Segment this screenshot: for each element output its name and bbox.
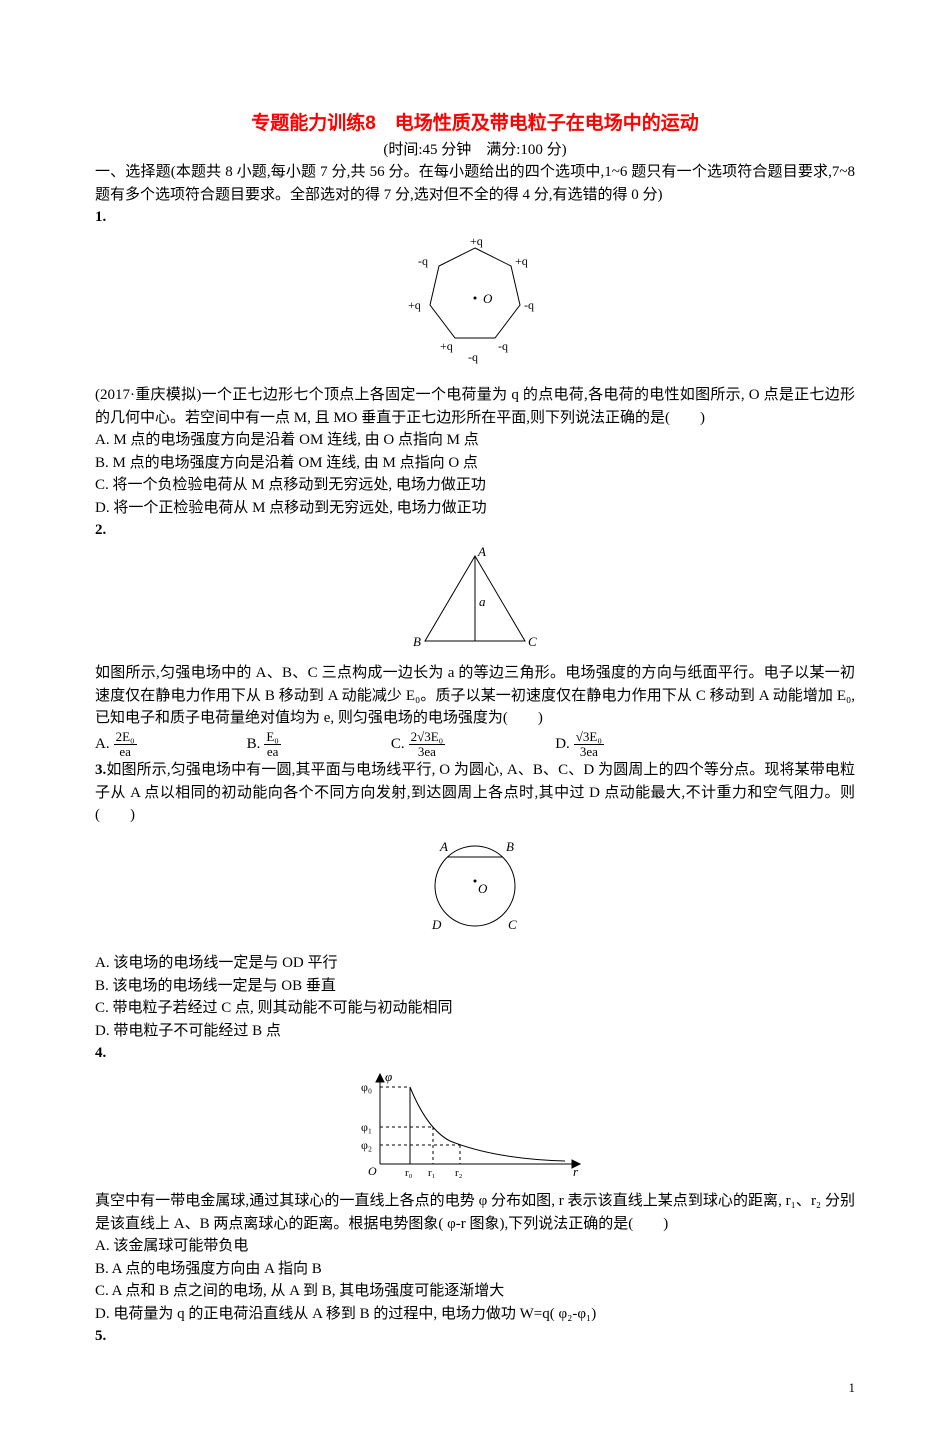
svg-text:C: C bbox=[528, 634, 537, 649]
q3-optB: B. 该电场的电场线一定是与 OB 垂直 bbox=[95, 975, 855, 998]
q4-figure: φ φ₀ φ₁ φ₂ O r₀ r₁ r₂ r bbox=[95, 1069, 855, 1187]
svg-text:+q: +q bbox=[470, 234, 483, 248]
svg-text:+q: +q bbox=[515, 254, 528, 268]
q2-options: A.2E₀ea B.E₀ea C.2√3E₀3ea D.√3E₀3ea bbox=[95, 730, 855, 760]
q2-figure: A B C a bbox=[95, 546, 855, 659]
section-instructions: 一、选择题(本题共 8 小题,每小题 7 分,共 56 分。在每小题给出的四个选… bbox=[95, 161, 855, 206]
svg-text:r₀: r₀ bbox=[405, 1167, 413, 1179]
q4-optA: A. 该金属球可能带负电 bbox=[95, 1235, 855, 1258]
svg-text:D: D bbox=[431, 917, 442, 932]
q1-figure: O +q +q -q -q +q +q -q -q bbox=[95, 233, 855, 381]
svg-text:φ₀: φ₀ bbox=[361, 1080, 372, 1094]
svg-text:φ₂: φ₂ bbox=[361, 1138, 372, 1152]
svg-text:+q: +q bbox=[440, 339, 453, 353]
svg-text:a: a bbox=[479, 594, 486, 609]
page-title: 专题能力训练8 电场性质及带电粒子在电场中的运动 bbox=[95, 110, 855, 139]
q3-optA: A. 该电场的电场线一定是与 OD 平行 bbox=[95, 952, 855, 975]
svg-text:-q: -q bbox=[418, 254, 428, 268]
q1-optA: A. M 点的电场强度方向是沿着 OM 连线, 由 O 点指向 M 点 bbox=[95, 429, 855, 452]
page: 专题能力训练8 电场性质及带电粒子在电场中的运动 (时间:45 分钟 满分:10… bbox=[95, 0, 855, 1437]
svg-text:φ: φ bbox=[385, 1069, 392, 1084]
q1-optD: D. 将一个正检验电荷从 M 点移动到无穷远处, 电场力做正功 bbox=[95, 497, 855, 520]
q1-optC: C. 将一个负检验电荷从 M 点移动到无穷远处, 电场力做正功 bbox=[95, 474, 855, 497]
q3-optD: D. 带电粒子不可能经过 B 点 bbox=[95, 1020, 855, 1043]
svg-text:r₂: r₂ bbox=[455, 1167, 463, 1179]
svg-text:-q: -q bbox=[498, 339, 508, 353]
q3-number: 3. bbox=[95, 762, 106, 778]
svg-text:B: B bbox=[413, 634, 421, 649]
svg-text:φ₁: φ₁ bbox=[361, 1120, 372, 1134]
page-number: 1 bbox=[95, 1378, 855, 1398]
q1-stem: (2017·重庆模拟)一个正七边形七个顶点上各固定一个电荷量为 q 的点电荷,各… bbox=[95, 384, 855, 429]
svg-text:r₁: r₁ bbox=[428, 1167, 436, 1179]
svg-text:C: C bbox=[508, 917, 517, 932]
q2-number: 2. bbox=[95, 522, 106, 538]
svg-text:-q: -q bbox=[524, 298, 534, 312]
svg-text:A: A bbox=[477, 546, 486, 559]
svg-text:-q: -q bbox=[468, 350, 478, 364]
svg-text:O: O bbox=[368, 1164, 377, 1178]
svg-text:B: B bbox=[506, 839, 514, 854]
fig-center-label: O bbox=[483, 291, 493, 306]
q3-figure: O A B C D bbox=[95, 831, 855, 949]
svg-text:+q: +q bbox=[408, 298, 421, 312]
q4-optD: D. 电荷量为 q 的正电荷沿直线从 A 移到 B 的过程中, 电场力做功 W=… bbox=[95, 1303, 855, 1326]
q4-optC: C. A 点和 B 点之间的电场, 从 A 到 B, 其电场强度可能逐渐增大 bbox=[95, 1280, 855, 1303]
q4-optB: B. A 点的电场强度方向由 A 指向 B bbox=[95, 1258, 855, 1281]
q3-optC: C. 带电粒子若经过 C 点, 则其动能不可能与初动能相同 bbox=[95, 997, 855, 1020]
svg-text:r: r bbox=[573, 1164, 579, 1179]
page-subtitle: (时间:45 分钟 满分:100 分) bbox=[95, 139, 855, 162]
q1-optB: B. M 点的电场强度方向是沿着 OM 连线, 由 M 点指向 O 点 bbox=[95, 452, 855, 475]
svg-text:A: A bbox=[439, 839, 448, 854]
svg-text:O: O bbox=[478, 881, 488, 896]
q1-number: 1. bbox=[95, 209, 106, 225]
q4-stem: 真空中有一带电金属球,通过其球心的一直线上各点的电势 φ 分布如图, r 表示该… bbox=[95, 1190, 855, 1235]
q4-number: 4. bbox=[95, 1045, 106, 1061]
q3-stem: 如图所示,匀强电场中有一圆,其平面与电场线平行, O 为圆心, A、B、C、D … bbox=[95, 762, 855, 823]
q5-number: 5. bbox=[95, 1328, 106, 1344]
q2-stem: 如图所示,匀强电场中的 A、B、C 三点构成一边长为 a 的等边三角形。电场强度… bbox=[95, 662, 855, 730]
